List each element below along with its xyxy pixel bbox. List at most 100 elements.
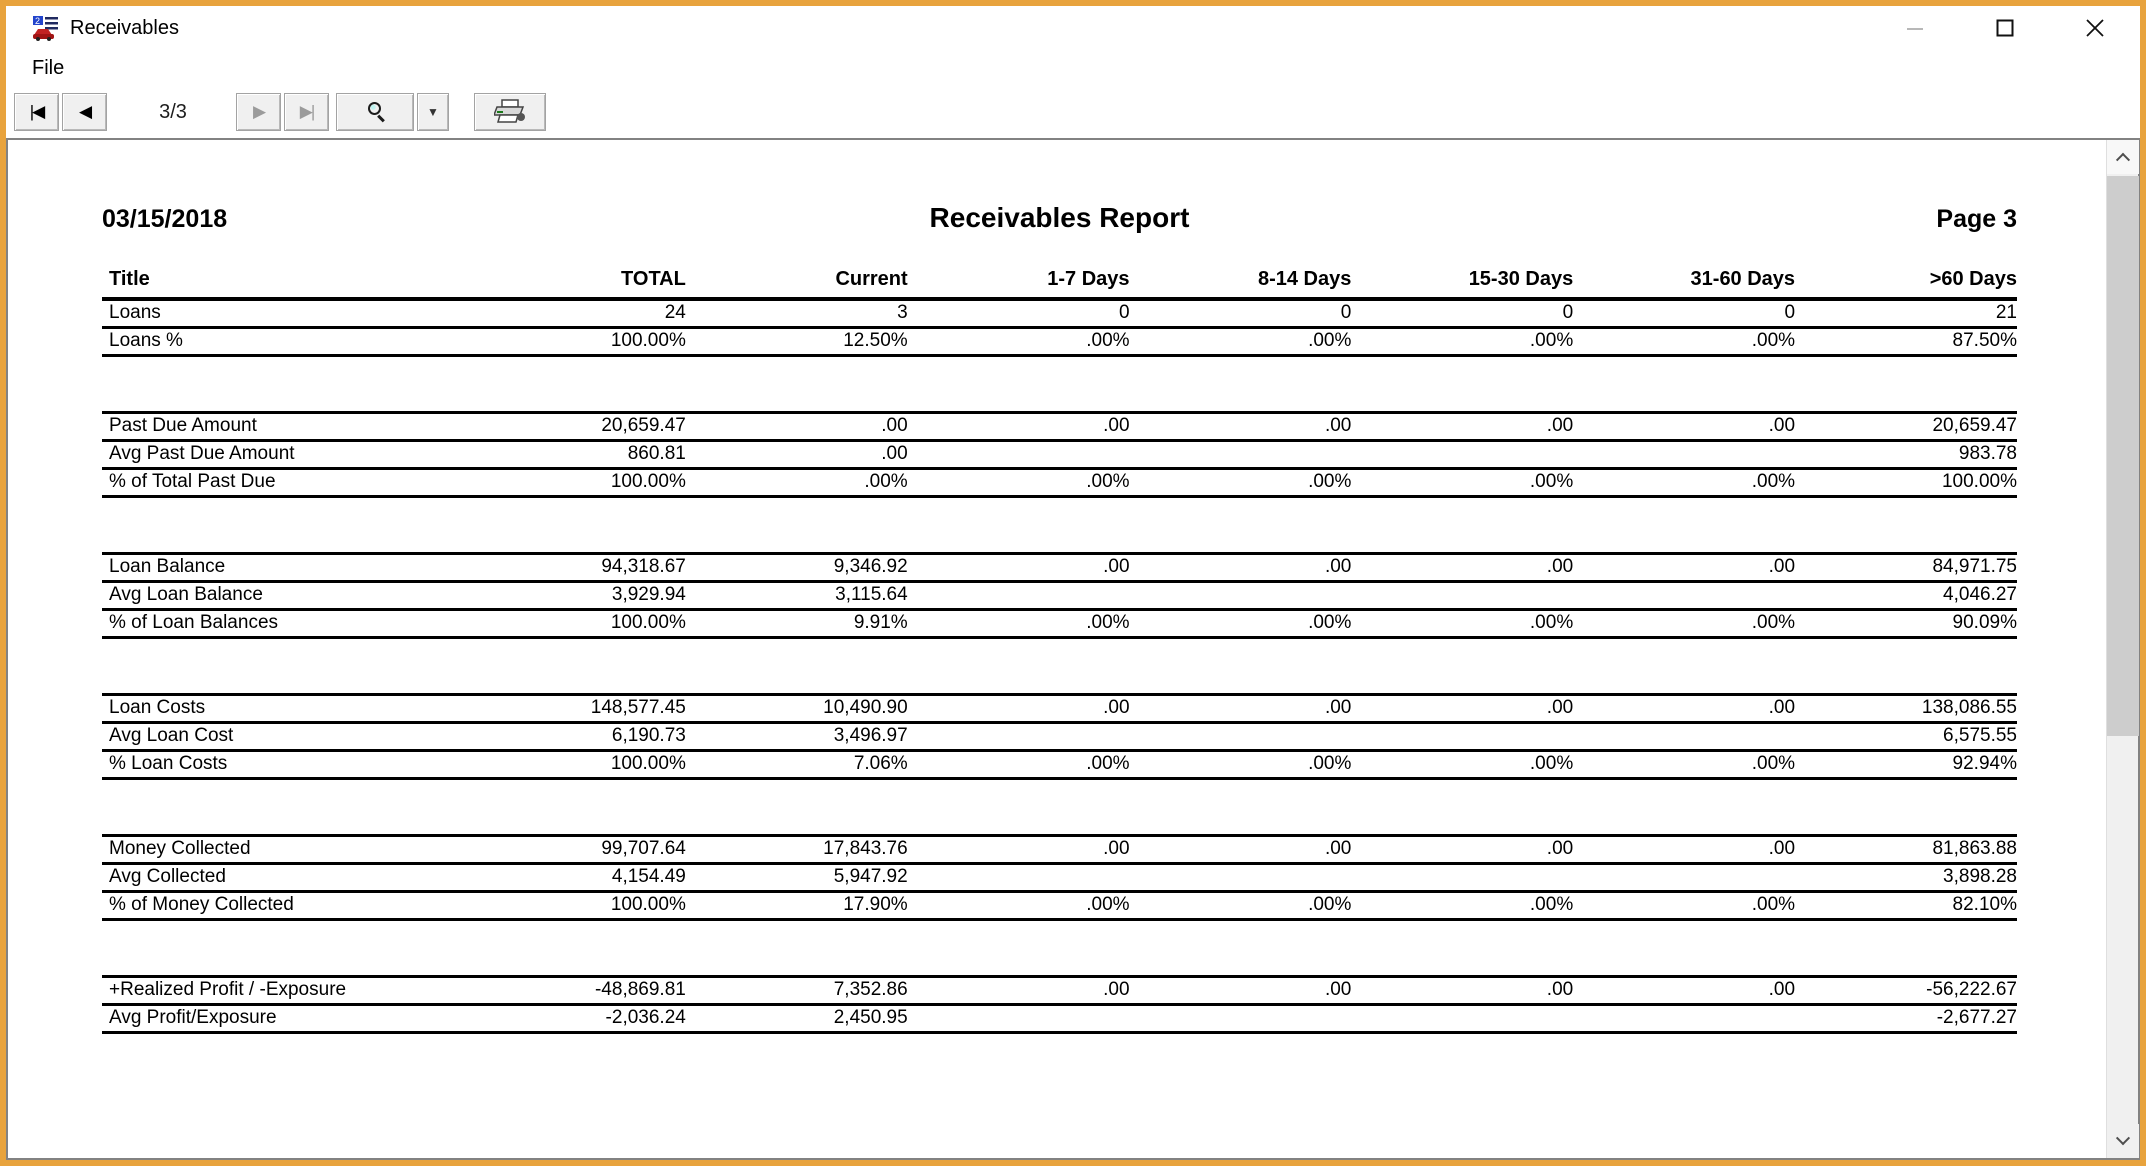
row-value: .00% <box>907 750 1130 780</box>
row-value <box>1129 1004 1352 1034</box>
column-header: 1-7 Days <box>907 268 1130 301</box>
row-value: 100.00% <box>464 750 686 780</box>
close-button[interactable] <box>2050 6 2140 50</box>
row-value <box>907 863 1130 893</box>
row-value <box>907 1004 1130 1034</box>
group-spacer <box>102 496 2017 553</box>
row-value: .00 <box>1351 974 1574 1006</box>
row-value: .00% <box>685 468 908 498</box>
row-value: 3 <box>685 299 908 329</box>
row-value: 0 <box>1351 299 1574 329</box>
vertical-scrollbar[interactable] <box>2106 140 2139 1158</box>
row-value: .00 <box>1129 551 1352 583</box>
column-header: 15-30 Days <box>1351 268 1574 301</box>
row-value: 87.50% <box>1795 327 2017 357</box>
chevron-up-icon <box>2115 152 2131 167</box>
row-value: .00% <box>907 468 1130 498</box>
row-value: 4,046.27 <box>1795 581 2017 611</box>
row-value: .00% <box>1351 609 1574 639</box>
table-row: Loan Balance 94,318.67 9,346.92.00.00.00.0… <box>102 551 2017 583</box>
scroll-up-button[interactable] <box>2107 140 2139 174</box>
table-row: Loan Costs 148,577.45 10,490.90.00.00.00.0… <box>102 692 2017 724</box>
minimize-icon <box>1907 28 1923 30</box>
scrollbar-thumb[interactable] <box>2107 176 2139 736</box>
row-value <box>1351 440 1574 470</box>
row-value: -48,869.81 <box>464 974 686 1006</box>
row-value: 100.00% <box>464 891 686 921</box>
last-page-button[interactable]: ▶| <box>284 93 329 131</box>
table-row: Avg Loan Balance 3,929.94 3,115.64 4,046.27 <box>102 581 2017 611</box>
row-value: .00 <box>1351 410 1574 442</box>
table-row: Loans % 100.00% 12.50% .00% .00% .00% .00% 87.5… <box>102 327 2017 357</box>
menu-bar: File <box>6 50 2140 86</box>
table-row: Past Due Amount 20,659.47.00.00.00.00.00 2… <box>102 410 2017 442</box>
column-header: Title <box>102 268 464 301</box>
table-row: Avg Past Due Amount 860.81.00 983.78 <box>102 440 2017 470</box>
row-value: 100.00% <box>464 327 686 357</box>
row-value: 3,115.64 <box>685 581 908 611</box>
report-panel: 03/15/2018 Receivables Report Page 3 Tit… <box>6 138 2140 1160</box>
row-value <box>907 440 1130 470</box>
row-value: 138,086.55 <box>1795 692 2017 724</box>
minimize-button[interactable] <box>1870 6 1960 50</box>
maximize-button[interactable] <box>1960 6 2050 50</box>
row-label: Loan Balance <box>102 551 464 583</box>
row-value: 9,346.92 <box>685 551 908 583</box>
row-value: 12.50% <box>685 327 908 357</box>
next-page-button[interactable]: ▶ <box>236 93 281 131</box>
row-value <box>1129 581 1352 611</box>
print-button[interactable] <box>474 93 546 131</box>
table-row: Money Collected 99,707.64 17,843.76.00.00.… <box>102 833 2017 865</box>
row-value: 21 <box>1795 299 2017 329</box>
row-value: 84,971.75 <box>1795 551 2017 583</box>
row-value: 0 <box>1129 299 1352 329</box>
page-indicator: 3/3 <box>159 100 187 123</box>
row-label: % of Loan Balances <box>102 609 464 639</box>
row-value: .00 <box>1351 551 1574 583</box>
row-value: 20,659.47 <box>464 410 686 442</box>
table-group: +Realized Profit / -Exposure -48,869.81 7,… <box>102 974 2017 1034</box>
toolbar: |◀ ◀ 3/3 ▶ ▶| ▼ <box>6 86 2140 138</box>
table-row: % of Loan Balances 100.00% 9.91% .00% .00% .0… <box>102 609 2017 639</box>
previous-page-button[interactable]: ◀ <box>62 93 107 131</box>
row-value: .00% <box>1129 468 1352 498</box>
row-value: .00% <box>1573 750 1796 780</box>
title-bar: 2 Receivables <box>6 6 2140 50</box>
first-page-button[interactable]: |◀ <box>14 93 59 131</box>
report-title: Receivables Report <box>929 202 1190 233</box>
row-value: .00% <box>907 609 1130 639</box>
chevron-down-icon <box>2115 1131 2131 1146</box>
row-value: 148,577.45 <box>464 692 686 724</box>
row-label: % of Total Past Due <box>102 468 464 498</box>
zoom-dropdown-button[interactable]: ▼ <box>417 93 449 131</box>
row-value: .00% <box>1351 327 1574 357</box>
row-value: 100.00% <box>1795 468 2017 498</box>
previous-page-icon: ◀ <box>78 102 92 121</box>
row-value: .00% <box>1129 750 1352 780</box>
group-spacer <box>102 919 2017 976</box>
zoom-button[interactable] <box>336 93 414 131</box>
row-value: .00 <box>1573 551 1796 583</box>
menu-file[interactable]: File <box>32 56 65 79</box>
row-label: Loans % <box>102 327 464 357</box>
scroll-down-button[interactable] <box>2107 1124 2139 1158</box>
row-value <box>1351 722 1574 752</box>
group-spacer <box>102 778 2017 835</box>
row-value: .00 <box>1129 692 1352 724</box>
row-value <box>1573 440 1796 470</box>
row-value <box>1129 863 1352 893</box>
row-value: 2,450.95 <box>685 1004 908 1034</box>
row-value: 94,318.67 <box>464 551 686 583</box>
row-value: -2,036.24 <box>464 1004 686 1034</box>
row-value <box>907 722 1130 752</box>
row-value: .00% <box>1351 468 1574 498</box>
group-spacer <box>102 355 2017 412</box>
row-value: .00 <box>1573 692 1796 724</box>
row-value: 92.94% <box>1795 750 2017 780</box>
row-label: % of Money Collected <box>102 891 464 921</box>
row-value: .00% <box>907 327 1130 357</box>
row-value: .00% <box>1129 327 1352 357</box>
close-icon <box>2086 19 2104 37</box>
row-label: Money Collected <box>102 833 464 865</box>
